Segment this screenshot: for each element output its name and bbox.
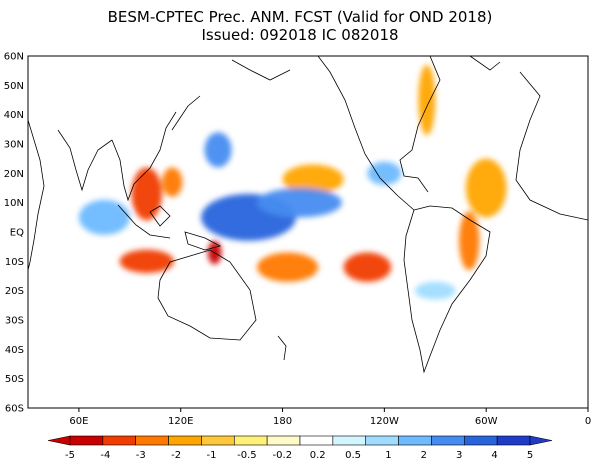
map-title: BESM-CPTEC Prec. ANM. FCST (Valid for ON…	[107, 8, 493, 26]
anomaly-blob	[204, 132, 232, 168]
anomaly-blob	[459, 211, 480, 271]
colorbar-label: 2	[421, 450, 427, 461]
colorbar-swatch	[201, 435, 235, 446]
colorbar-swatch	[431, 435, 465, 446]
coastline-se-asia	[111, 111, 177, 202]
anomaly-blob	[414, 281, 456, 300]
longitude-labels: 60E 120E 180 120W 60W 0	[69, 416, 591, 427]
coastline-australia	[157, 249, 257, 341]
coastline-japan	[171, 95, 201, 131]
colorbar-label: 1	[385, 450, 391, 461]
map-subtitle: Issued: 092018 IC 082018	[201, 26, 399, 44]
colorbar-swatch	[168, 435, 202, 446]
coastline-europe-west-africa	[515, 71, 588, 221]
colorbar-swatch	[365, 435, 399, 446]
lon-label: 180	[273, 416, 292, 427]
colorbar-swatch	[233, 435, 268, 446]
coastline-north-america-east	[399, 56, 441, 193]
lat-label: 20N	[4, 169, 24, 180]
anomaly-blob	[162, 167, 183, 197]
colorbar-label: 5	[527, 450, 533, 461]
lon-label: 120W	[370, 416, 399, 427]
colorbar-labels: -5 -4 -3 -2 -1 -0.5 -0.2 0.2 0.5 1 2 3 4 5	[65, 450, 533, 461]
anomaly-field	[28, 56, 588, 408]
coastlines	[28, 56, 588, 374]
anomaly-blob	[257, 188, 342, 218]
lat-label: 30N	[4, 140, 24, 151]
colorbar-label: -1	[207, 450, 217, 461]
anomaly-blob	[367, 161, 402, 186]
colorbar-label: 3	[456, 450, 462, 461]
anomaly-blob	[343, 252, 392, 282]
colorbar-label: 0.2	[310, 450, 326, 461]
coastline-north-america-west	[317, 56, 415, 211]
anomaly-blob	[257, 252, 319, 282]
lat-label: 10N	[4, 198, 24, 209]
anomaly-blob	[418, 64, 436, 136]
lon-label: 60W	[475, 416, 498, 427]
lat-label: 30S	[5, 316, 24, 327]
anomaly-blob	[119, 249, 174, 274]
lat-label: 60N	[4, 52, 24, 63]
colorbar-label: -2	[171, 450, 181, 461]
lat-label: 50S	[5, 374, 24, 385]
coastline-new-guinea	[184, 231, 222, 251]
lon-label: 60E	[69, 416, 88, 427]
anomaly-blob	[78, 199, 130, 235]
lat-label: 40N	[4, 110, 24, 121]
colorbar-label: -3	[136, 450, 146, 461]
coastline-indonesia	[117, 204, 171, 239]
colorbar-swatch	[266, 435, 301, 446]
coastline-kamchatka-aleutians	[231, 59, 291, 81]
colorbar-label: 4	[491, 450, 497, 461]
colorbar-label: -0.5	[237, 450, 257, 461]
colorbar-arrow-right	[529, 435, 553, 446]
lat-label: 20S	[5, 286, 24, 297]
colorbar-swatch	[332, 435, 367, 446]
lat-label: 40S	[5, 345, 24, 356]
colorbar	[47, 435, 553, 446]
latitude-labels: 60N 50N 40N 30N 20N 10N EQ 10S 20S 30S 40S 50S 60S	[4, 52, 24, 415]
anomaly-blob	[131, 167, 163, 221]
colorbar-label: 0.5	[345, 450, 361, 461]
colorbar-arrow-left	[47, 435, 71, 446]
coastline-india	[57, 129, 113, 192]
colorbar-swatch	[463, 435, 498, 446]
anomaly-blobs	[78, 64, 507, 300]
lat-label: 60S	[5, 404, 24, 415]
colorbar-swatch	[398, 435, 432, 446]
coastline-africa-east	[28, 119, 45, 271]
lat-label: EQ	[10, 228, 24, 239]
colorbar-label: -5	[65, 450, 75, 461]
lat-label: 50N	[4, 81, 24, 92]
colorbar-label: -0.2	[273, 450, 293, 461]
lon-label: 0	[585, 416, 591, 427]
map-background	[28, 56, 588, 408]
colorbar-swatch	[135, 435, 169, 446]
coastline-greenland	[469, 56, 501, 71]
longitude-ticks	[78, 408, 589, 412]
coastline-new-zealand	[277, 335, 287, 361]
colorbar-swatch	[102, 435, 137, 446]
map-frame	[27, 55, 589, 409]
colorbar-swatch	[69, 435, 104, 446]
colorbar-swatch	[299, 435, 334, 446]
lat-label: 10S	[5, 257, 24, 268]
lon-label: 120E	[168, 416, 193, 427]
coastline-south-america	[403, 205, 491, 374]
anomaly-blob	[465, 158, 507, 218]
colorbar-swatch	[496, 435, 531, 446]
anomaly-blob	[282, 164, 344, 194]
coastline-borneo	[149, 205, 171, 227]
colorbar-label: -4	[100, 450, 110, 461]
